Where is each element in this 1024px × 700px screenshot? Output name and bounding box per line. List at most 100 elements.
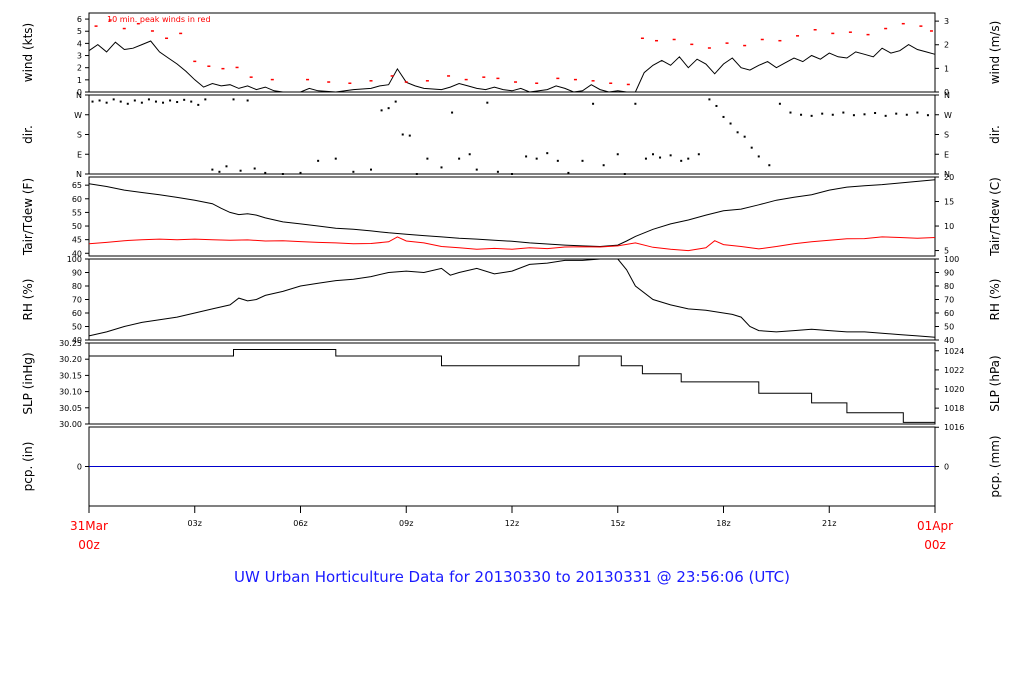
dir-series-0-point <box>133 99 136 102</box>
dir-series-0-point <box>232 98 235 101</box>
time-tick-sublabel: 00z <box>924 538 946 552</box>
time-tick-label: 15z <box>611 519 625 528</box>
slp-left-tick-label: 30.00 <box>59 420 82 429</box>
dir-series-0-point <box>623 173 626 175</box>
dir-series-0-point <box>511 173 513 175</box>
dir-series-0-point <box>204 98 207 101</box>
slp-right-tick-label: 1024 <box>944 347 964 356</box>
slp-series-0-line <box>89 349 935 423</box>
wind-series-1-point <box>348 82 352 84</box>
dir-series-0-point <box>486 101 489 104</box>
wind-left-tick-label: 5 <box>77 27 82 36</box>
slp-left-tick-label: 30.15 <box>59 371 82 380</box>
dir-series-0-point <box>567 171 570 174</box>
rh-right-tick-label: 50 <box>944 323 954 332</box>
dir-series-0-point <box>750 146 753 149</box>
wind-series-1-point <box>369 80 373 82</box>
dir-series-0-point <box>334 157 337 160</box>
wind-series-1-point <box>425 80 429 82</box>
slp-left-tick-label: 30.20 <box>59 355 82 364</box>
dir-series-0-point <box>317 159 320 162</box>
dir-series-0-point <box>634 102 637 105</box>
slp-right-tick-label: 1022 <box>944 366 964 375</box>
dir-series-0-point <box>190 100 193 103</box>
dir-series-0-point <box>697 153 700 156</box>
wind-series-1-point <box>778 39 782 42</box>
slp-right-tick-label: 1018 <box>944 404 964 413</box>
rh-left-axis-label: RH (%) <box>21 279 35 321</box>
wind-series-1-point <box>707 47 711 49</box>
dir-series-0-point <box>91 100 94 103</box>
dir-series-0-point <box>197 103 200 106</box>
dir-left-tick-label: N <box>76 91 82 100</box>
dir-right-axis-label: dir. <box>988 125 1002 144</box>
dir-series-0-point <box>496 170 499 173</box>
dir-series-0-point <box>112 98 115 101</box>
wind-series-1-point <box>496 77 500 80</box>
wind-left-axis-label: wind (kts) <box>21 23 35 82</box>
temp-left-tick-label: 50 <box>72 222 82 231</box>
temp-right-tick-label: 20 <box>944 173 954 182</box>
temp-right-tick-label: 5 <box>944 247 949 256</box>
dir-series-0-point <box>352 170 355 173</box>
slp-right-tick-label: 1020 <box>944 385 964 394</box>
dir-series-0-point <box>778 102 781 105</box>
dir-series-0-point <box>105 101 108 104</box>
temp-series-0-line <box>88 179 936 248</box>
wind-series-1-point <box>179 32 183 35</box>
dir-series-0-point <box>98 99 101 102</box>
dir-series-0-point <box>281 173 284 175</box>
wind-series-1-point <box>108 19 112 21</box>
wind-series-1-point <box>556 77 560 80</box>
dir-panel-frame <box>88 94 936 175</box>
dir-series-0-point <box>722 115 725 118</box>
dir-series-0-point <box>225 165 228 168</box>
rh-right-tick-label: 40 <box>944 336 954 345</box>
dir-series-0-point <box>525 155 528 158</box>
time-tick-label: 12z <box>505 519 519 528</box>
wind-series-1-point <box>919 25 923 27</box>
dir-series-0-point <box>729 122 732 125</box>
dir-series-0-point <box>440 166 443 169</box>
pcp-left-tick-label: 0 <box>77 463 82 472</box>
temp-left-tick-label: 65 <box>72 181 82 190</box>
slp-right-tick-label: 1016 <box>944 423 964 432</box>
dir-series-0-point <box>715 104 718 107</box>
time-tick-label: 18z <box>716 519 730 528</box>
wind-series-1-point <box>249 76 253 78</box>
wind-series-1-point <box>136 22 140 25</box>
wind-series-1-point <box>535 82 539 84</box>
wind-left-tick-label: 2 <box>77 64 82 73</box>
wind-left-tick-label: 6 <box>77 15 82 24</box>
rh-left-tick-label: 40 <box>72 336 82 345</box>
rh-right-tick-label: 70 <box>944 296 954 305</box>
wind-series-1-point <box>901 22 905 25</box>
dir-series-0-point <box>852 114 855 117</box>
rh-right-tick-label: 100 <box>944 255 959 264</box>
dir-series-0-point <box>602 164 605 167</box>
rh-right-tick-label: 90 <box>944 269 954 278</box>
dir-series-0-point <box>680 159 683 162</box>
rh-series-0-line <box>88 258 936 338</box>
rh-left-tick-label: 80 <box>72 282 82 291</box>
wind-series-1-point <box>447 75 451 77</box>
rh-left-tick-label: 50 <box>72 323 82 332</box>
dir-series-0-point <box>659 156 662 159</box>
wind-left-tick-label: 1 <box>77 76 82 85</box>
dir-right-tick-label: S <box>944 131 949 140</box>
dir-series-0-point <box>264 171 267 174</box>
temp-left-tick-label: 40 <box>72 249 82 258</box>
dir-series-0-point <box>415 173 418 175</box>
dir-series-0-point <box>708 98 711 101</box>
wind-series-1-point <box>609 82 613 84</box>
dir-series-0-point <box>874 111 877 114</box>
dir-right-tick-label: N <box>944 91 950 100</box>
dir-series-0-point <box>370 168 372 171</box>
wind-series-1-point <box>573 78 577 81</box>
time-tick-label: 21z <box>822 519 836 528</box>
wind-series-1-point <box>690 43 694 46</box>
dir-series-0-point <box>458 157 461 160</box>
dir-right-tick-label: N <box>944 170 950 179</box>
wind-series-1-point <box>848 31 852 33</box>
